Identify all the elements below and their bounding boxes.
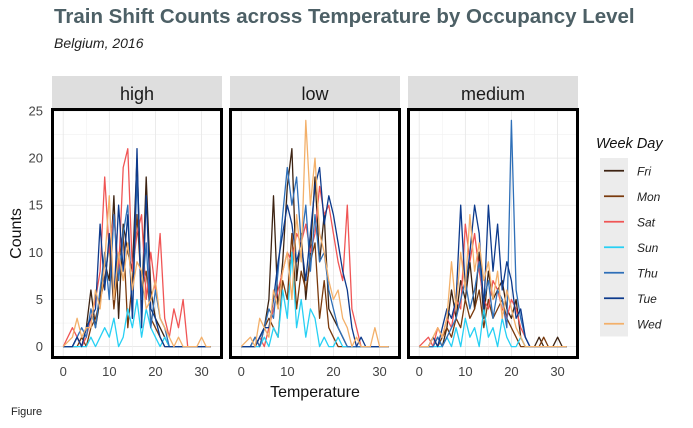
- facet-strip: [408, 76, 578, 110]
- series-line-wed: [62, 195, 211, 348]
- series-line-wed: [419, 214, 567, 348]
- series-line-fri: [419, 251, 567, 348]
- x-tick-label: 30: [372, 364, 386, 379]
- legend-label: Mon: [637, 190, 661, 204]
- panel-border: [229, 108, 401, 359]
- x-tick-label: 30: [550, 364, 564, 379]
- y-axis-label: Counts: [8, 208, 25, 259]
- panel-border: [407, 108, 579, 359]
- x-tick-label: 20: [326, 364, 340, 379]
- facet-strip: [230, 76, 400, 110]
- chart-subtitle: Belgium, 2016: [54, 35, 144, 51]
- chart-title: Train Shift Counts across Temperature by…: [54, 5, 635, 28]
- y-tick-label: 25: [29, 104, 43, 119]
- series-line-thu: [419, 119, 567, 348]
- facet-panel-medium: medium 0 10 20 30: [407, 76, 579, 379]
- series-line-wed: [240, 119, 389, 348]
- x-tick-label: 0: [416, 364, 423, 379]
- facet-strip: [52, 76, 222, 110]
- legend-label: Thu: [637, 266, 658, 280]
- facet-strip-label: medium: [461, 84, 525, 104]
- x-tick-label: 0: [60, 364, 67, 379]
- x-tick-label: 10: [102, 364, 116, 379]
- x-axis-label: Temperature: [270, 384, 360, 401]
- facet-strip-label: low: [301, 84, 329, 104]
- legend-label: Sun: [637, 241, 659, 255]
- legend: Week Day Fri Mon Sat Sun Thu Tue Wed: [596, 136, 663, 337]
- facet-panel-high: high 0 10 20 30: [51, 76, 223, 379]
- legend-label: Wed: [637, 317, 662, 331]
- facet-strip-label: high: [120, 84, 154, 104]
- legend-label: Sat: [637, 215, 656, 229]
- legend-label: Tue: [637, 292, 657, 306]
- y-tick-label: 0: [36, 339, 43, 354]
- x-tick-label: 10: [280, 364, 294, 379]
- y-tick-label: 10: [29, 245, 43, 260]
- panel-border: [51, 108, 223, 359]
- series-line-mon: [419, 289, 567, 348]
- y-tick-label: 15: [29, 198, 43, 213]
- x-tick-label: 30: [194, 364, 208, 379]
- y-tick-label: 20: [29, 151, 43, 166]
- series-line-sat: [241, 185, 389, 348]
- facet-panel-low: low 0 10 20 30: [229, 76, 401, 379]
- y-tick-label: 5: [36, 292, 43, 307]
- x-tick-label: 20: [148, 364, 162, 379]
- legend-label: Fri: [637, 164, 651, 178]
- legend-title: Week Day: [596, 136, 663, 152]
- chart-caption: Figure: [11, 406, 43, 418]
- x-tick-label: 20: [504, 364, 518, 379]
- x-tick-label: 0: [238, 364, 245, 379]
- x-tick-label: 10: [458, 364, 472, 379]
